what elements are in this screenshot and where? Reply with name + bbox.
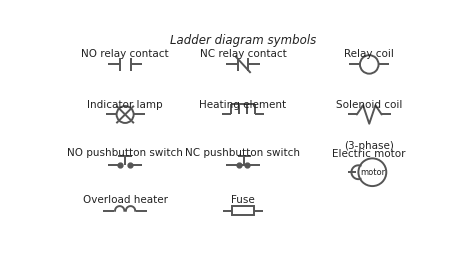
Bar	[232, 206, 254, 215]
Text: NC pushbutton switch: NC pushbutton switch	[185, 147, 301, 158]
Text: Overload heater: Overload heater	[82, 195, 168, 205]
Text: NC relay contact: NC relay contact	[200, 49, 286, 59]
Text: Fuse: Fuse	[231, 195, 255, 205]
Text: Ladder diagram symbols: Ladder diagram symbols	[170, 34, 316, 47]
Text: NO pushbutton switch: NO pushbutton switch	[67, 147, 183, 158]
Text: Indicator lamp: Indicator lamp	[87, 100, 163, 110]
Text: Heating element: Heating element	[200, 100, 286, 110]
Text: (3-phase): (3-phase)	[344, 141, 394, 151]
Text: Relay coil: Relay coil	[344, 49, 394, 59]
Text: Solenoid coil: Solenoid coil	[336, 100, 402, 110]
Text: NO relay contact: NO relay contact	[82, 49, 169, 59]
Text: Electric motor: Electric motor	[332, 149, 406, 159]
Text: motor: motor	[360, 168, 385, 177]
